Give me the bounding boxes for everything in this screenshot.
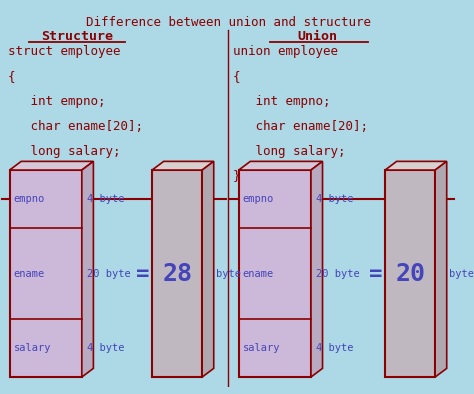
Text: {: {	[233, 70, 240, 83]
Text: ename: ename	[243, 269, 274, 279]
Polygon shape	[311, 162, 322, 377]
Polygon shape	[239, 162, 322, 170]
Text: Difference between union and structure: Difference between union and structure	[86, 16, 371, 29]
Text: empno: empno	[13, 194, 45, 204]
Text: {: {	[8, 70, 15, 83]
Text: struct employee: struct employee	[8, 45, 120, 58]
Text: long salary;: long salary;	[8, 145, 120, 158]
Text: 4 byte: 4 byte	[316, 194, 353, 204]
Text: char ename[20];: char ename[20];	[8, 120, 143, 133]
Text: };: };	[8, 170, 23, 183]
Bar	[239, 170, 311, 377]
Polygon shape	[152, 162, 214, 170]
Text: 28: 28	[162, 262, 192, 286]
Bar	[385, 170, 435, 377]
Text: };: };	[233, 170, 248, 183]
Text: =: =	[136, 264, 149, 284]
Text: 20 byte: 20 byte	[316, 269, 360, 279]
Text: byte: byte	[449, 269, 474, 279]
Polygon shape	[202, 162, 214, 377]
Text: int empno;: int empno;	[8, 95, 105, 108]
Text: 4 byte: 4 byte	[87, 343, 124, 353]
Polygon shape	[82, 162, 93, 377]
Polygon shape	[435, 162, 447, 377]
Text: 4 byte: 4 byte	[316, 343, 353, 353]
Text: long salary;: long salary;	[233, 145, 346, 158]
Text: int empno;: int empno;	[233, 95, 330, 108]
Text: char ename[20];: char ename[20];	[233, 120, 368, 133]
Bar	[9, 170, 82, 377]
Text: 20: 20	[395, 262, 425, 286]
Text: 20 byte: 20 byte	[87, 269, 130, 279]
Text: Union: Union	[298, 30, 337, 43]
Text: salary: salary	[243, 343, 280, 353]
Text: empno: empno	[243, 194, 274, 204]
Text: ename: ename	[13, 269, 45, 279]
Text: union employee: union employee	[233, 45, 338, 58]
Text: salary: salary	[13, 343, 51, 353]
Text: 4 byte: 4 byte	[87, 194, 124, 204]
Bar	[152, 170, 202, 377]
Text: byte: byte	[216, 269, 241, 279]
Text: =: =	[369, 264, 382, 284]
Polygon shape	[385, 162, 447, 170]
Polygon shape	[9, 162, 93, 170]
Text: Structure: Structure	[41, 30, 113, 43]
